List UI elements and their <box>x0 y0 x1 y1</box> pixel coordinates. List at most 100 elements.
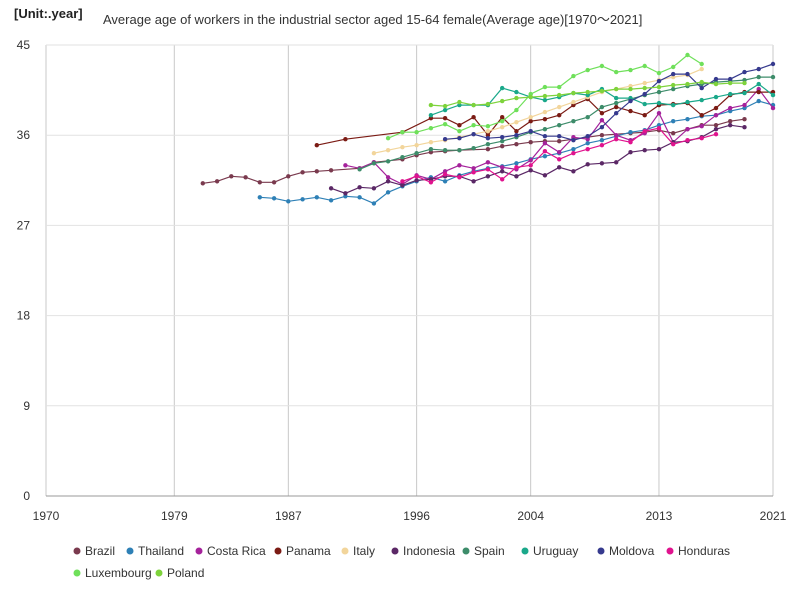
data-point <box>571 73 576 79</box>
data-point <box>685 71 690 77</box>
data-point <box>343 137 348 142</box>
data-point <box>756 81 761 87</box>
data-point <box>671 102 676 108</box>
data-point <box>728 76 733 82</box>
data-point <box>371 151 377 156</box>
data-point <box>428 180 434 185</box>
data-point <box>614 104 619 110</box>
data-point <box>656 89 662 95</box>
legend-label: Moldova <box>609 544 655 558</box>
legend-label: Luxembourg <box>85 566 152 580</box>
data-point <box>685 127 690 132</box>
series-luxembourg <box>385 52 704 141</box>
data-point <box>557 139 562 144</box>
data-point <box>713 105 719 111</box>
data-point <box>685 81 690 87</box>
series-line <box>359 76 773 170</box>
data-point <box>442 148 448 153</box>
data-point <box>471 115 476 120</box>
data-point <box>485 101 491 107</box>
data-point <box>699 85 704 91</box>
legend-item: Indonesia <box>391 544 455 558</box>
data-point <box>599 63 605 69</box>
data-point <box>656 126 662 131</box>
legend-label: Brazil <box>85 544 115 558</box>
data-point <box>671 64 676 70</box>
data-point <box>314 195 319 200</box>
data-point <box>699 124 704 129</box>
data-point <box>585 115 590 120</box>
data-point <box>585 67 590 73</box>
data-point <box>728 123 733 128</box>
data-point <box>528 94 533 100</box>
data-point <box>442 116 448 121</box>
legend-label: Uruguay <box>533 544 578 558</box>
data-point <box>500 115 505 120</box>
data-point <box>385 179 391 184</box>
data-point <box>471 166 476 171</box>
data-point <box>314 169 319 174</box>
legend-item: Costa Rica <box>195 544 266 558</box>
data-point <box>642 129 647 134</box>
data-point <box>514 120 519 125</box>
data-point <box>400 155 405 160</box>
legend-marker <box>73 547 81 555</box>
data-point <box>442 122 448 127</box>
y-tick-label: 27 <box>17 218 31 232</box>
data-point <box>471 123 476 128</box>
legend-item: Uruguay <box>521 544 578 558</box>
data-point <box>371 201 377 206</box>
series-poland <box>428 79 747 109</box>
data-point <box>471 132 476 137</box>
data-point <box>485 174 491 179</box>
y-tick-label: 36 <box>17 128 31 142</box>
data-point <box>514 161 519 166</box>
data-point <box>528 163 533 168</box>
data-point <box>442 172 448 177</box>
grid-layer <box>45 44 774 496</box>
data-point <box>286 174 291 179</box>
data-point <box>514 174 519 179</box>
data-point <box>742 69 747 75</box>
legend-item: Brazil <box>73 544 115 558</box>
data-point <box>671 71 676 77</box>
data-point <box>557 84 562 90</box>
legend-marker <box>274 547 282 555</box>
data-point <box>414 130 419 135</box>
data-point <box>585 89 590 95</box>
data-point <box>571 99 576 105</box>
data-point <box>528 168 533 173</box>
legend-label: Italy <box>353 544 375 558</box>
series-moldova <box>442 61 776 143</box>
data-point <box>485 129 491 134</box>
data-point <box>343 191 348 196</box>
data-point <box>728 105 733 111</box>
data-point <box>442 137 448 142</box>
legend-marker <box>73 569 81 577</box>
data-point <box>599 138 605 143</box>
y-tick-label: 0 <box>23 489 30 503</box>
data-point <box>229 174 234 179</box>
data-point <box>514 95 519 101</box>
data-point <box>343 163 348 168</box>
data-point <box>500 85 505 91</box>
data-point <box>742 125 747 130</box>
data-point <box>642 63 647 69</box>
data-point <box>457 175 462 180</box>
data-point <box>471 170 476 175</box>
data-point <box>471 179 476 184</box>
data-point <box>328 186 334 191</box>
data-point <box>585 162 590 167</box>
data-point <box>713 127 719 132</box>
data-point <box>628 140 633 145</box>
data-point <box>770 92 776 98</box>
data-point <box>671 131 676 136</box>
data-point <box>485 167 491 172</box>
legend-label: Thailand <box>138 544 184 558</box>
data-point <box>442 179 448 184</box>
data-point <box>414 151 419 156</box>
data-point <box>485 142 491 147</box>
data-point <box>500 98 505 104</box>
data-point <box>656 100 662 106</box>
